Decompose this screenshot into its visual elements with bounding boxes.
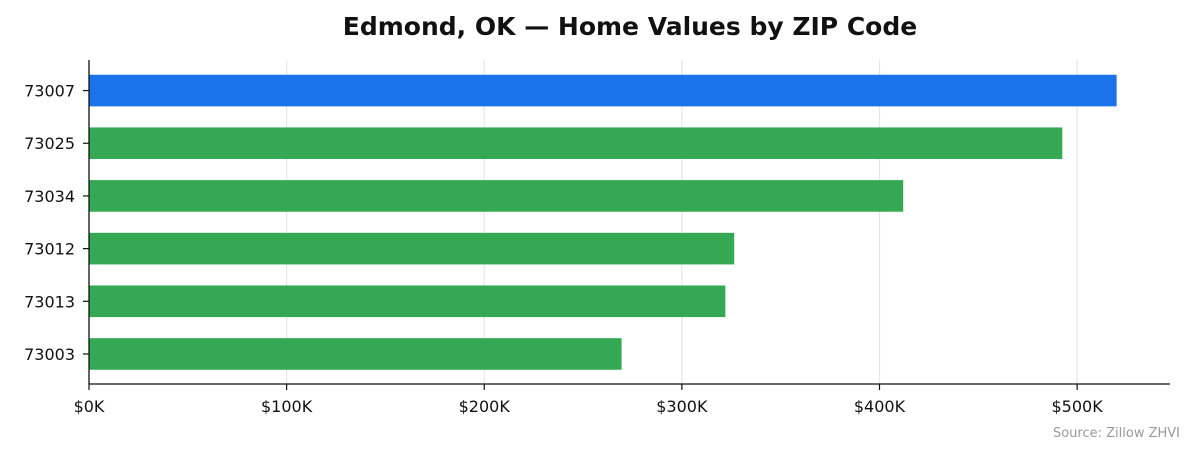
y-tick-label: 73025 bbox=[24, 134, 75, 153]
x-tick-label: $0K bbox=[74, 397, 105, 416]
bar-73012 bbox=[89, 232, 735, 265]
bar-73034 bbox=[89, 180, 904, 212]
y-tick-label: 73034 bbox=[24, 187, 75, 206]
y-tick-labels: 73007 73025 73034 73012 73013 73003 bbox=[24, 82, 89, 364]
x-tick-label: $100K bbox=[261, 397, 313, 416]
y-tick-label: 73007 bbox=[24, 82, 75, 101]
bars bbox=[89, 74, 1117, 370]
x-tick-label: $400K bbox=[854, 397, 906, 416]
x-tick-label: $300K bbox=[656, 397, 708, 416]
grid-lines bbox=[286, 60, 1078, 384]
bar-73007 bbox=[89, 74, 1117, 107]
chart-title: Edmond, OK — Home Values by ZIP Code bbox=[343, 12, 917, 41]
x-tick-labels: $0K $100K $200K $300K $400K $500K bbox=[74, 384, 1104, 416]
y-tick-label: 73013 bbox=[24, 292, 75, 311]
x-tick-label: $200K bbox=[459, 397, 511, 416]
bar-73003 bbox=[89, 338, 622, 370]
source-note: Source: Zillow ZHVI bbox=[1053, 426, 1180, 441]
y-tick-label: 73012 bbox=[24, 240, 75, 259]
y-tick-label: 73003 bbox=[24, 345, 75, 364]
bar-73013 bbox=[89, 285, 726, 318]
x-tick-label: $500K bbox=[1052, 397, 1104, 416]
bar-73025 bbox=[89, 127, 1063, 160]
